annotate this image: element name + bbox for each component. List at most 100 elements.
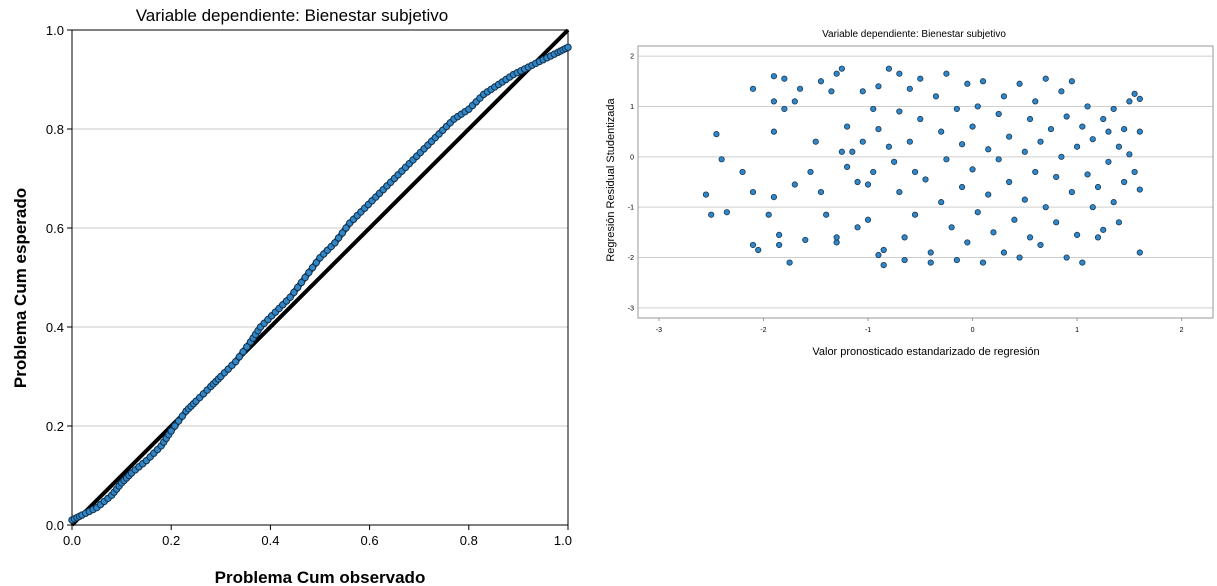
- scatter-point: [817, 78, 825, 85]
- pp-plot-title: Variable dependiente: Bienestar subjetiv…: [136, 6, 449, 25]
- scatter-point: [770, 73, 778, 80]
- scatter-point: [938, 199, 945, 206]
- scatter-point: [1000, 249, 1008, 256]
- scatter-point: [817, 188, 825, 196]
- pp-plot-y-tick-label: 0.2: [46, 419, 64, 434]
- scatter-x-axis-label: Valor pronosticado estandarizado de regr…: [812, 346, 1039, 358]
- scatter-point: [713, 131, 720, 138]
- scatter-point: [833, 239, 840, 246]
- scatter-point: [875, 126, 882, 133]
- scatter-point: [995, 110, 1002, 118]
- scatter-point: [833, 234, 840, 241]
- scatter-point: [1026, 234, 1034, 241]
- scatter-point: [948, 224, 955, 231]
- scatter-point: [749, 188, 757, 196]
- scatter-point: [953, 256, 960, 264]
- scatter-y-tick-label: 2: [630, 54, 634, 61]
- scatter-point: [1121, 178, 1128, 186]
- scatter-point: [723, 209, 730, 216]
- scatter-point: [796, 85, 804, 92]
- scatter-point: [864, 216, 872, 223]
- scatter-y-tick-label: 1: [630, 104, 634, 111]
- scatter-point: [906, 85, 913, 92]
- scatter-point: [843, 163, 851, 170]
- scatter-point: [1073, 231, 1081, 238]
- scatter-point: [969, 123, 976, 130]
- pp-plot-point: [308, 263, 317, 272]
- scatter-point: [1006, 178, 1013, 186]
- scatter-point: [1032, 98, 1039, 105]
- scatter-point: [1136, 128, 1143, 135]
- scatter-point: [1084, 103, 1091, 110]
- scatter-point: [1042, 75, 1049, 82]
- scatter-point: [739, 168, 746, 176]
- scatter-point: [938, 128, 945, 135]
- scatter-point: [1136, 249, 1143, 256]
- scatter-point: [1058, 153, 1065, 160]
- scatter-title: Variable dependiente: Bienestar subjetiv…: [822, 29, 1006, 40]
- scatter-point: [1126, 151, 1133, 158]
- scatter-point: [1006, 133, 1013, 140]
- scatter-point: [974, 209, 981, 216]
- scatter-point: [870, 168, 877, 176]
- scatter-point: [864, 181, 872, 188]
- scatter-point: [702, 191, 710, 198]
- scatter-point: [1026, 115, 1034, 123]
- scatter-point: [885, 143, 893, 150]
- pp-plot-point: [171, 422, 179, 430]
- pp-plot-point: [286, 293, 294, 301]
- scatter-point: [1063, 254, 1070, 261]
- scatter-point: [791, 181, 798, 188]
- scatter-y-tick-label: -3: [628, 305, 634, 312]
- scatter-point: [1021, 196, 1028, 203]
- scatter-point: [1042, 204, 1049, 211]
- pp-plot-point: [167, 427, 175, 435]
- pp-plot-axes-frame: [71, 29, 569, 526]
- scatter-point: [854, 178, 861, 186]
- scatter-point: [969, 166, 976, 173]
- scatter-point: [765, 211, 772, 218]
- scatter-point: [875, 83, 882, 90]
- scatter-point: [974, 103, 981, 110]
- scatter-point: [770, 194, 778, 201]
- scatter-point: [1100, 115, 1107, 123]
- scatter-point: [964, 80, 971, 87]
- scatter-point: [917, 75, 924, 82]
- scatter-point: [958, 183, 966, 191]
- scatter-point: [718, 156, 725, 163]
- scatter-point: [1094, 183, 1102, 191]
- scatter-point: [1068, 188, 1075, 196]
- scatter-point: [901, 256, 908, 264]
- scatter-point: [911, 211, 919, 218]
- pp-plot-x-axis-label: Problema Cum observado: [215, 568, 426, 586]
- pp-plot: Variable dependiente: Bienestar subjetiv…: [11, 6, 572, 586]
- scatter-axes-frame: [637, 45, 1214, 319]
- scatter-point: [953, 105, 960, 113]
- pp-plot-y-tick-label: 0.6: [46, 221, 64, 236]
- pp-plot-point: [305, 268, 313, 277]
- pp-plot-point: [243, 343, 251, 351]
- scatter-point: [828, 88, 835, 95]
- pp-plot-point: [231, 357, 240, 366]
- pp-plot-y-tick-label: 0.4: [46, 320, 64, 335]
- scatter-point: [1084, 171, 1091, 178]
- scatter-point: [1053, 219, 1060, 226]
- pp-plot-point: [293, 283, 302, 292]
- scatter-point: [755, 246, 762, 254]
- scatter-point: [1131, 168, 1138, 176]
- scatter-point: [812, 138, 819, 145]
- scatter-point: [875, 251, 882, 259]
- scatter-point: [885, 65, 893, 72]
- pp-plot-y-tick-label: 0.8: [46, 122, 64, 137]
- scatter-point: [927, 249, 934, 256]
- scatter-point: [1047, 126, 1055, 133]
- scatter-point: [843, 123, 851, 130]
- scatter-x-tick-label: -2: [760, 327, 766, 334]
- scatter-point: [1136, 186, 1143, 193]
- scatter-y-tick-label: 0: [630, 154, 634, 161]
- pp-plot-point: [564, 43, 572, 52]
- scatter-point: [917, 115, 924, 123]
- scatter-point: [880, 246, 887, 254]
- scatter-point: [1115, 143, 1123, 150]
- pp-plot-point: [178, 412, 187, 420]
